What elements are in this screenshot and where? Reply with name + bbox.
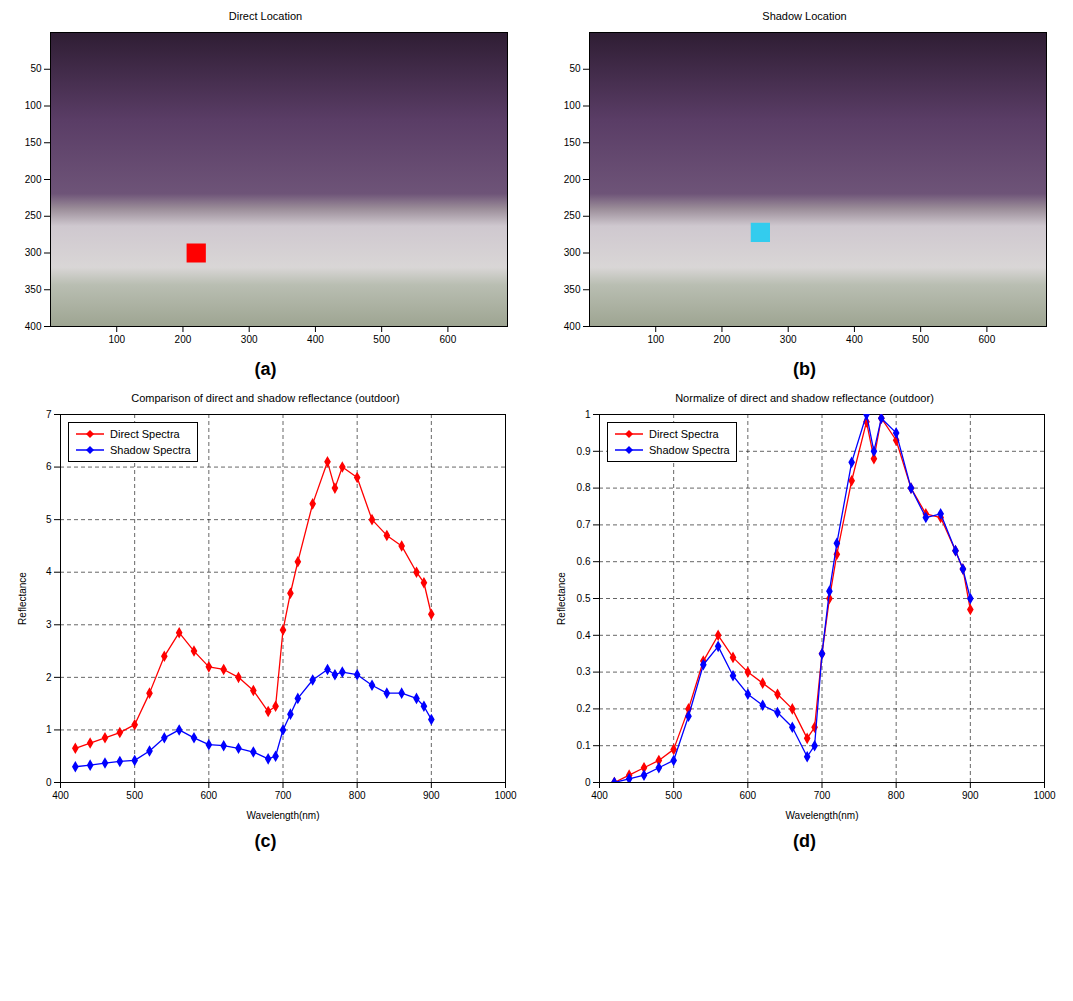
svg-text:3: 3 bbox=[46, 619, 52, 630]
svg-text:200: 200 bbox=[25, 174, 42, 185]
svg-text:Wavelength(nm): Wavelength(nm) bbox=[786, 810, 859, 821]
svg-text:400: 400 bbox=[846, 334, 863, 345]
svg-text:100: 100 bbox=[25, 100, 42, 111]
svg-text:0.1: 0.1 bbox=[577, 740, 591, 751]
svg-text:100: 100 bbox=[108, 334, 125, 345]
svg-text:400: 400 bbox=[591, 790, 608, 801]
svg-text:250: 250 bbox=[25, 210, 42, 221]
svg-text:1000: 1000 bbox=[1033, 790, 1056, 801]
html-text:Shadow Location: Shadow Location bbox=[762, 10, 847, 22]
svg-text:500: 500 bbox=[665, 790, 682, 801]
svg-text:300: 300 bbox=[241, 334, 258, 345]
svg-text:Reflectance: Reflectance bbox=[556, 572, 567, 625]
svg-text:5: 5 bbox=[46, 514, 52, 525]
svg-text:900: 900 bbox=[962, 790, 979, 801]
svg-text:200: 200 bbox=[175, 334, 192, 345]
svg-text:0.5: 0.5 bbox=[577, 593, 591, 604]
html-text:(b): (b) bbox=[793, 359, 816, 379]
svg-text:0.4: 0.4 bbox=[577, 630, 591, 641]
svg-text:600: 600 bbox=[739, 790, 756, 801]
svg-text:400: 400 bbox=[307, 334, 324, 345]
svg-text:200: 200 bbox=[564, 174, 581, 185]
svg-text:0.3: 0.3 bbox=[577, 666, 591, 677]
svg-text:900: 900 bbox=[423, 790, 440, 801]
svg-text:7: 7 bbox=[46, 409, 52, 420]
html-text:Shadow Spectra: Shadow Spectra bbox=[649, 444, 730, 456]
html-text:Direct Spectra: Direct Spectra bbox=[110, 428, 180, 440]
svg-text:500: 500 bbox=[373, 334, 390, 345]
svg-text:50: 50 bbox=[569, 63, 581, 74]
svg-text:1000: 1000 bbox=[494, 790, 517, 801]
html-text:(c): (c) bbox=[254, 831, 277, 851]
svg-text:400: 400 bbox=[52, 790, 69, 801]
svg-text:0.7: 0.7 bbox=[577, 519, 591, 530]
svg-text:300: 300 bbox=[564, 247, 581, 258]
svg-text:800: 800 bbox=[888, 790, 905, 801]
svg-text:0.2: 0.2 bbox=[577, 703, 591, 714]
html-text:Direct Spectra: Direct Spectra bbox=[649, 428, 719, 440]
html-text:(a): (a) bbox=[254, 359, 277, 379]
svg-text:100: 100 bbox=[647, 334, 664, 345]
svg-text:700: 700 bbox=[275, 790, 292, 801]
svg-text:0.9: 0.9 bbox=[577, 446, 591, 457]
svg-text:700: 700 bbox=[814, 790, 831, 801]
svg-text:0: 0 bbox=[46, 777, 52, 788]
html-text:Shadow Spectra: Shadow Spectra bbox=[110, 444, 191, 456]
svg-text:Wavelength(nm): Wavelength(nm) bbox=[247, 810, 320, 821]
svg-text:1: 1 bbox=[46, 724, 52, 735]
svg-text:0.6: 0.6 bbox=[577, 556, 591, 567]
svg-text:Reflectance: Reflectance bbox=[17, 572, 28, 625]
svg-text:0: 0 bbox=[585, 777, 591, 788]
svg-text:500: 500 bbox=[126, 790, 143, 801]
svg-text:2: 2 bbox=[46, 672, 52, 683]
svg-text:4: 4 bbox=[46, 566, 52, 577]
svg-text:100: 100 bbox=[564, 100, 581, 111]
svg-text:500: 500 bbox=[912, 334, 929, 345]
svg-text:300: 300 bbox=[25, 247, 42, 258]
svg-text:1: 1 bbox=[585, 409, 591, 420]
svg-text:400: 400 bbox=[25, 321, 42, 332]
svg-text:350: 350 bbox=[564, 284, 581, 295]
svg-text:150: 150 bbox=[25, 137, 42, 148]
html-text:Normalize of direct and shadow: Normalize of direct and shadow reflectan… bbox=[675, 392, 934, 404]
svg-text:250: 250 bbox=[564, 210, 581, 221]
svg-text:0.8: 0.8 bbox=[577, 482, 591, 493]
html-text:(d): (d) bbox=[793, 831, 816, 851]
svg-text:600: 600 bbox=[200, 790, 217, 801]
svg-text:350: 350 bbox=[25, 284, 42, 295]
svg-text:400: 400 bbox=[564, 321, 581, 332]
svg-text:150: 150 bbox=[564, 137, 581, 148]
svg-text:6: 6 bbox=[46, 461, 52, 472]
html-text:Direct Location: Direct Location bbox=[228, 10, 303, 22]
svg-text:200: 200 bbox=[714, 334, 731, 345]
svg-text:800: 800 bbox=[349, 790, 366, 801]
html-text:Comparison of direct and shado: Comparison of direct and shadow reflecta… bbox=[131, 392, 400, 404]
svg-text:300: 300 bbox=[780, 334, 797, 345]
svg-text:50: 50 bbox=[30, 63, 42, 74]
svg-text:600: 600 bbox=[440, 334, 457, 345]
svg-text:600: 600 bbox=[979, 334, 996, 345]
